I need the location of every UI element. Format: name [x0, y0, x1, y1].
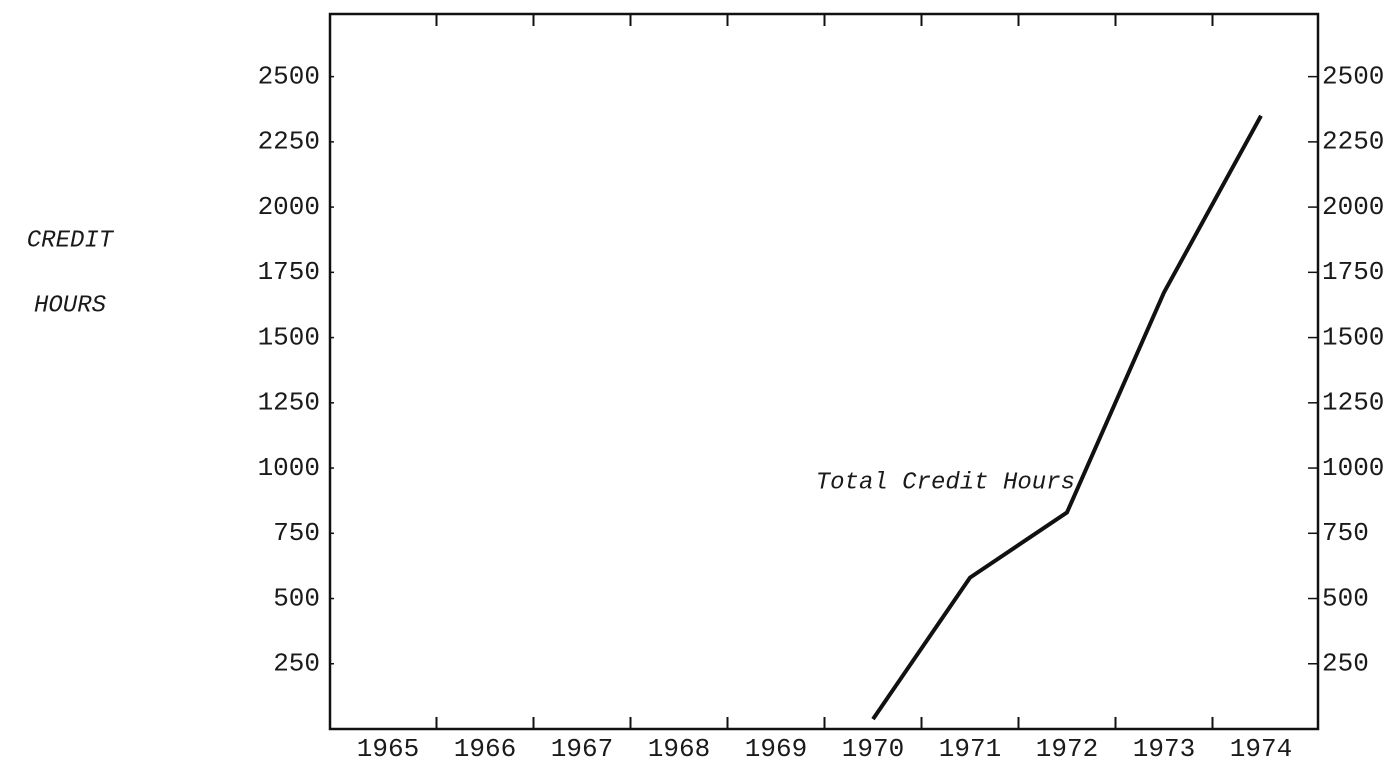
- x-tick-label: 1967: [551, 734, 613, 764]
- y-tick-label: 2000: [258, 192, 320, 222]
- y2-tick-label: 250: [1322, 649, 1369, 679]
- y-tick-label: 1250: [258, 388, 320, 418]
- y-axis-label: HOURS: [34, 292, 106, 319]
- x-tick-label: 1974: [1230, 734, 1292, 764]
- y2-tick-label: 750: [1322, 518, 1369, 548]
- x-tick-label: 1968: [648, 734, 710, 764]
- x-tick-label: 1965: [357, 734, 419, 764]
- y2-tick-label: 1250: [1322, 388, 1384, 418]
- series-annotation: Total Credit Hours: [816, 469, 1075, 496]
- data-line: [871, 114, 1263, 721]
- y-tick-label: 500: [273, 583, 320, 613]
- x-tick-label: 1971: [939, 734, 1001, 764]
- y-tick-label: 2500: [258, 62, 320, 92]
- x-tick-label: 1970: [842, 734, 904, 764]
- y-tick-label: 1750: [258, 257, 320, 287]
- y2-tick-label: 2250: [1322, 127, 1384, 157]
- y-tick-label: 2250: [258, 127, 320, 157]
- plot-frame: [328, 12, 1320, 731]
- y-axis-label: CREDIT: [27, 227, 115, 254]
- y-tick-label: 1000: [258, 453, 320, 483]
- y-tick-label: 750: [273, 518, 320, 548]
- x-tick-label: 1966: [454, 734, 516, 764]
- x-tick-label: 1973: [1133, 734, 1195, 764]
- x-tick-label: 1969: [745, 734, 807, 764]
- y2-tick-label: 1750: [1322, 257, 1384, 287]
- y2-tick-label: 500: [1322, 583, 1369, 613]
- y2-tick-label: 1000: [1322, 453, 1384, 483]
- y2-tick-label: 1500: [1322, 322, 1384, 352]
- y2-tick-label: 2500: [1322, 62, 1384, 92]
- y-tick-label: 250: [273, 649, 320, 679]
- x-tick-label: 1972: [1036, 734, 1098, 764]
- y2-tick-label: 2000: [1322, 192, 1384, 222]
- y-tick-label: 1500: [258, 322, 320, 352]
